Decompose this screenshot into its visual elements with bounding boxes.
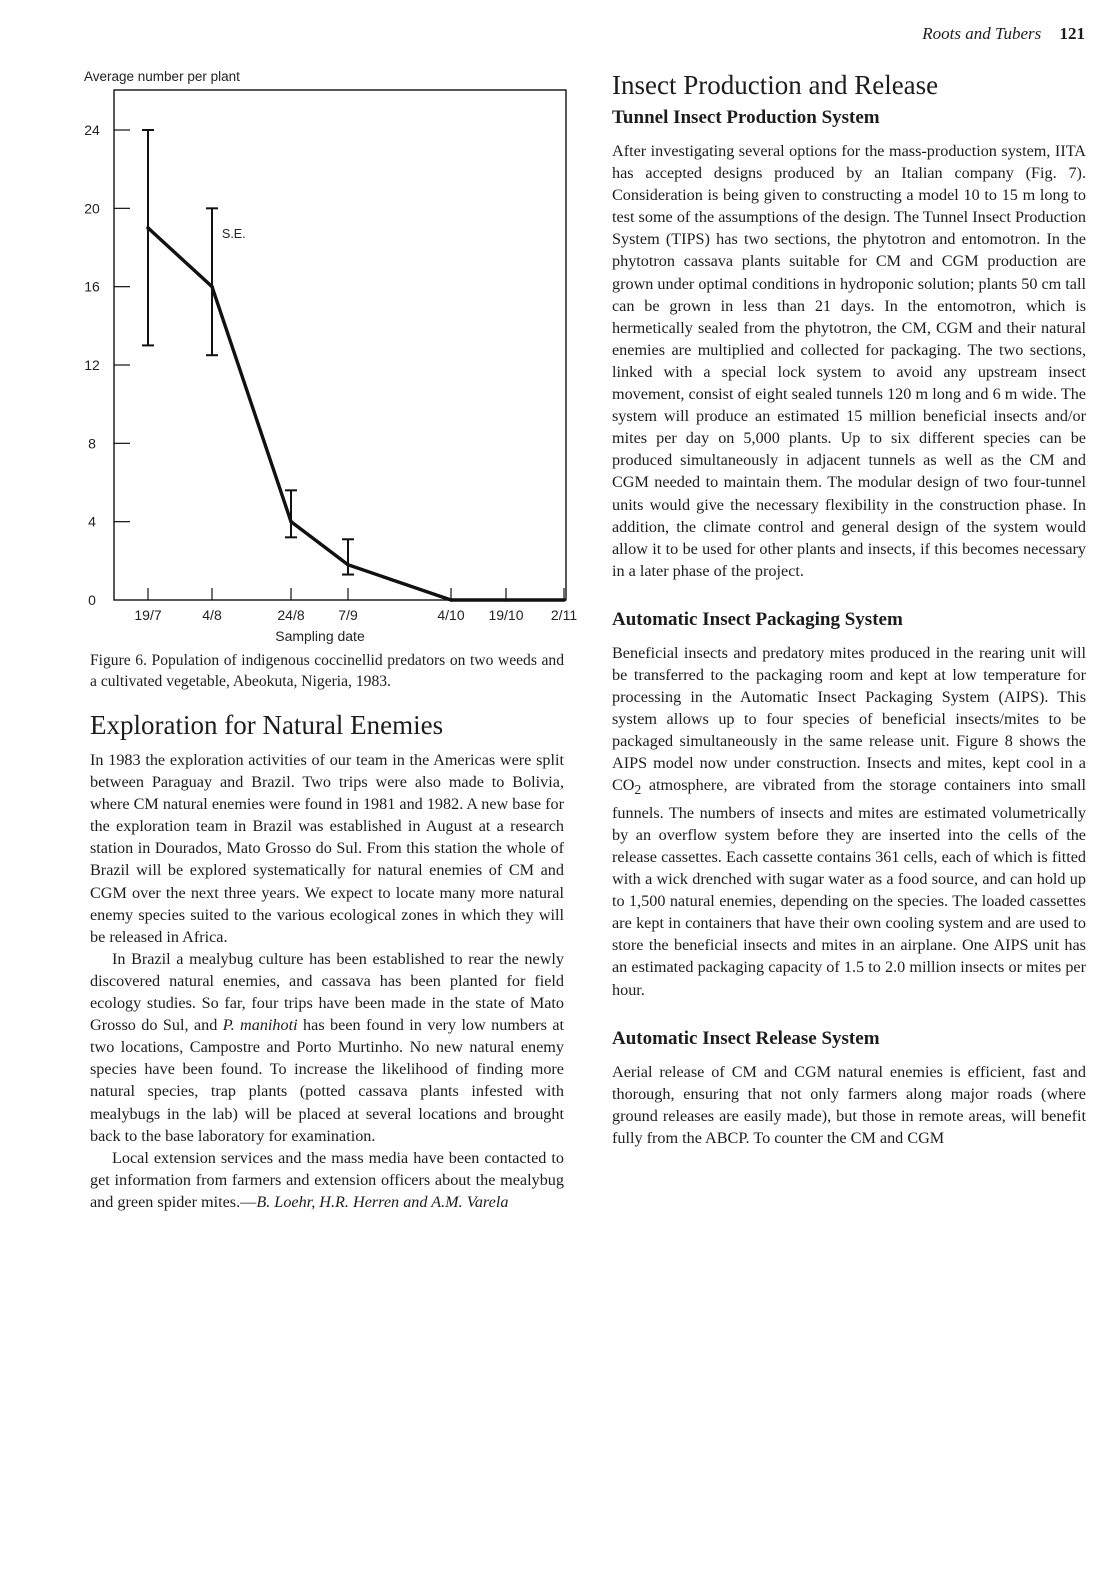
x-tick-label: 2/11 xyxy=(551,607,577,623)
section-title-exploration: Exploration for Natural Enemies xyxy=(90,710,444,740)
right-column: Insect Production and Release Tunnel Ins… xyxy=(612,68,1086,1149)
x-tick-label: 19/10 xyxy=(488,607,523,623)
y-axis-label: Average number per plant xyxy=(84,69,240,84)
data-point xyxy=(210,284,214,289)
y-tick-label: 12 xyxy=(84,357,100,373)
running-head-title: Roots and Tubers xyxy=(922,24,1042,43)
y-tick-label: 8 xyxy=(88,435,96,451)
paragraph: Local extension services and the mass me… xyxy=(90,1148,564,1211)
paragraph: After investigating several options for … xyxy=(612,142,1086,580)
subheading-tips: Tunnel Insect Production System xyxy=(612,107,880,128)
species-name: P. manihoti xyxy=(222,1016,298,1035)
se-annotation: S.E. xyxy=(222,227,246,241)
paragraph: Aerial release of CM and CGM natural ene… xyxy=(612,1062,1086,1147)
page-number: 121 xyxy=(1059,24,1086,43)
subheading-aips: Automatic Insect Packaging System xyxy=(612,608,903,630)
left-column: Average number per plant 0 4 8 12 16 20 24 19/7 4… xyxy=(84,68,577,1213)
paragraph: In Brazil a mealybug culture has been es… xyxy=(90,949,565,1145)
plot-frame xyxy=(113,89,567,601)
exploration-body: In 1983 the exploration activities of ou… xyxy=(90,749,564,1213)
data-point xyxy=(504,598,508,602)
section-title-production: Insect Production and Release xyxy=(612,70,939,100)
y-tick-label: 0 xyxy=(88,592,96,608)
author-signature: B. Loehr, H.R. Herren and A.M. Varela xyxy=(256,1192,509,1211)
series-line xyxy=(146,226,564,602)
data-point xyxy=(146,226,150,230)
y-tick-label: 4 xyxy=(88,514,96,530)
y-tick-label: 16 xyxy=(84,279,100,295)
x-tick-label: 7/9 xyxy=(338,607,358,623)
figure-6-chart: Average number per plant 0 4 8 12 16 20 24 19/7 4… xyxy=(84,68,606,648)
x-tick-label: 19/7 xyxy=(134,607,161,623)
x-axis-label: Sampling date xyxy=(275,628,365,644)
data-point xyxy=(449,598,453,602)
figure-caption: Figure 6. Population of indigenous cocci… xyxy=(90,652,564,690)
x-tick-label: 4/10 xyxy=(437,607,464,623)
chart-svg: Average number per plant 0 4 8 12 16 20 24 19/7 4… xyxy=(84,69,577,644)
data-point xyxy=(346,562,350,567)
y-tick-label: 20 xyxy=(84,200,100,216)
data-point xyxy=(289,519,293,524)
y-tick-label: 24 xyxy=(84,122,100,138)
x-tick-label: 24/8 xyxy=(277,607,304,623)
paragraph: In 1983 the exploration activities of ou… xyxy=(90,751,564,946)
subheading-release: Automatic Insect Release System xyxy=(612,1027,880,1049)
paragraph: Beneficial insects and predatory mites p… xyxy=(612,643,1086,999)
running-head: Roots and Tubers 121 xyxy=(922,24,1085,44)
x-tick-label: 4/8 xyxy=(202,607,222,623)
data-point xyxy=(562,598,566,602)
